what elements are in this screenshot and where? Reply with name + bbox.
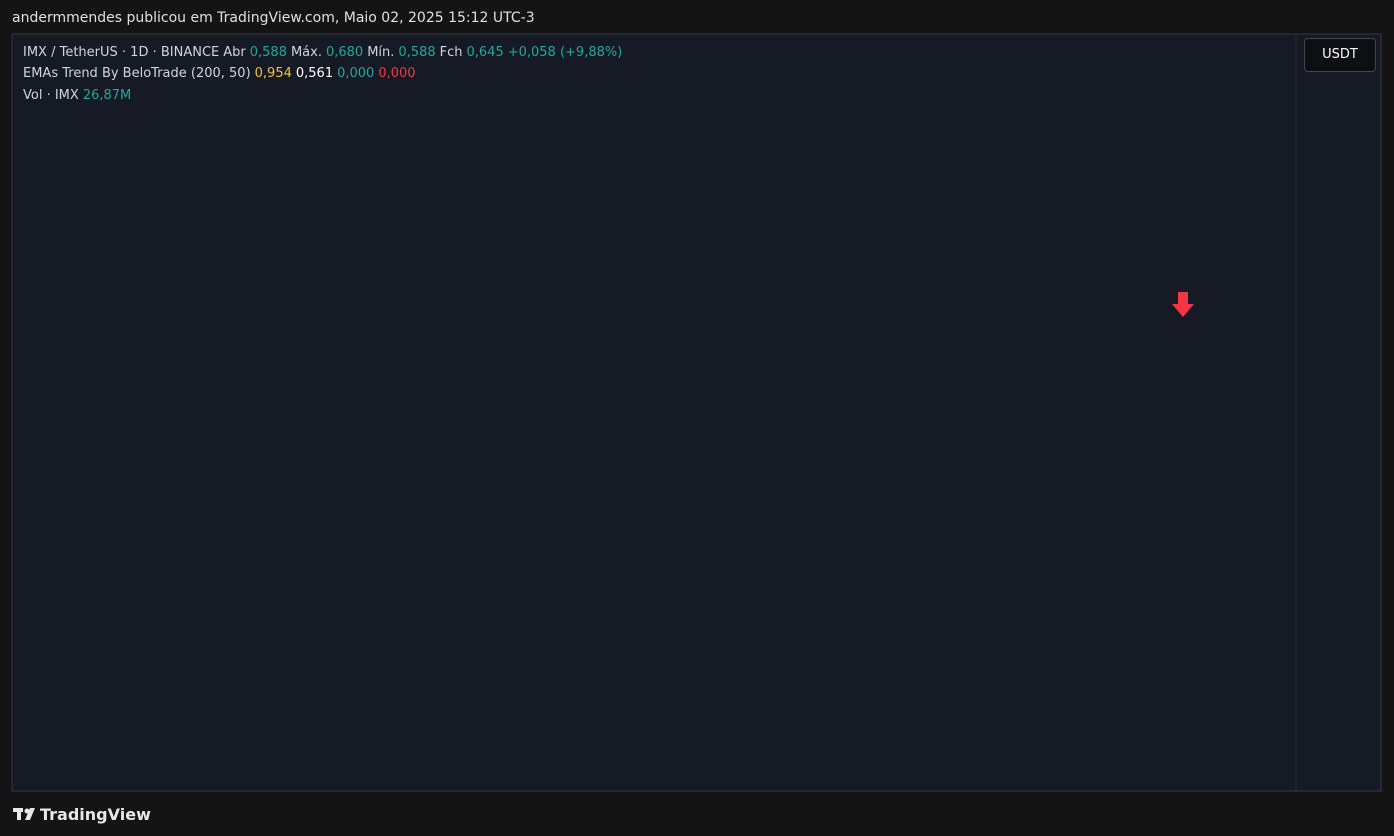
arrow-annotation	[1172, 292, 1194, 317]
volume-name: Vol · IMX	[23, 88, 79, 103]
ohlc-value: 0,645	[466, 45, 504, 60]
ohlc-label: Abr	[223, 45, 246, 60]
indicator-value: 0,000	[337, 66, 375, 81]
indicator-value: 0,954	[254, 66, 292, 81]
ohlc-value: 0,680	[325, 45, 364, 60]
indicator-value: 0,561	[295, 66, 334, 81]
tv-logo	[13, 808, 35, 820]
symbol: IMX / TetherUS · 1D · BINANCE	[23, 45, 220, 60]
chart-frame	[11, 33, 1382, 792]
ohlc-label: Mín.	[367, 45, 395, 60]
ohlc-value: 0,588	[249, 45, 287, 60]
footer-brand: TradingView	[40, 805, 151, 824]
header: andermmendes publicou em TradingView.com…	[12, 10, 535, 26]
change: +0,058 (+9,88%)	[507, 45, 623, 60]
ohlc-label: Máx.	[290, 45, 322, 60]
volume-value: 26,87M	[82, 88, 132, 103]
indicator-value: 0,000	[378, 66, 416, 81]
ohlc-label: Fch	[439, 45, 463, 60]
legend-indicator: EMAs Trend By BeloTrade (200, 50) 0,954 0,…	[23, 66, 420, 81]
ohlc-value: 0,588	[398, 45, 436, 60]
legend-symbol: IMX / TetherUS · 1D · BINANCE Abr 0,588 Máx…	[23, 45, 626, 60]
legend-volume: Vol · IMX 26,87M	[23, 88, 135, 103]
currency-button[interactable]: USDT	[1304, 38, 1376, 72]
indicator: EMAs Trend By BeloTrade (200, 50)	[23, 66, 251, 81]
